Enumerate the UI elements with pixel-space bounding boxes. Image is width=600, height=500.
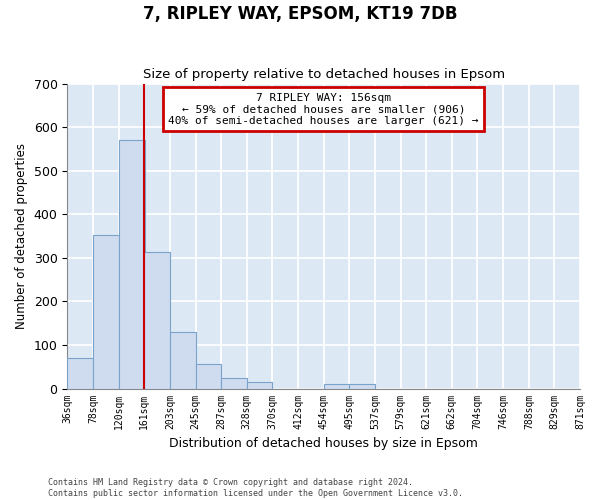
- Bar: [349, 384, 375, 388]
- Y-axis label: Number of detached properties: Number of detached properties: [15, 143, 28, 329]
- Bar: [324, 384, 350, 388]
- Text: 7 RIPLEY WAY: 156sqm
← 59% of detached houses are smaller (906)
40% of semi-deta: 7 RIPLEY WAY: 156sqm ← 59% of detached h…: [169, 92, 479, 126]
- X-axis label: Distribution of detached houses by size in Epsom: Distribution of detached houses by size …: [169, 437, 478, 450]
- Bar: [170, 332, 196, 388]
- Bar: [67, 358, 93, 388]
- Bar: [93, 234, 119, 388]
- Bar: [144, 252, 170, 388]
- Bar: [247, 382, 272, 388]
- Text: Contains HM Land Registry data © Crown copyright and database right 2024.
Contai: Contains HM Land Registry data © Crown c…: [48, 478, 463, 498]
- Title: Size of property relative to detached houses in Epsom: Size of property relative to detached ho…: [143, 68, 505, 81]
- Text: 7, RIPLEY WAY, EPSOM, KT19 7DB: 7, RIPLEY WAY, EPSOM, KT19 7DB: [143, 5, 457, 23]
- Bar: [221, 378, 247, 388]
- Bar: [119, 140, 145, 388]
- Bar: [196, 364, 221, 388]
